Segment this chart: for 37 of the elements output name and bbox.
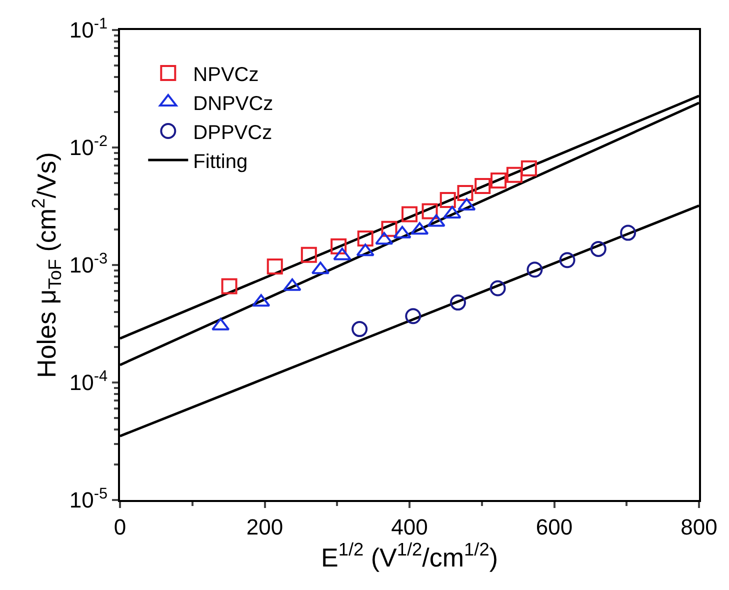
- point: [357, 230, 374, 247]
- x-tick-label: 0: [114, 514, 126, 540]
- point: [559, 252, 576, 268]
- y-tick-label: 10$^{-4}$: [69, 368, 108, 396]
- point: [381, 220, 398, 237]
- point: [221, 278, 238, 294]
- point: [520, 160, 537, 176]
- legend-label: NPVCz: [193, 64, 259, 86]
- x-tick-label: 200: [246, 514, 284, 540]
- legend-label: Fitting: [193, 150, 248, 173]
- point: [402, 206, 418, 222]
- point: [526, 262, 543, 278]
- point: [506, 166, 522, 183]
- y-tick-label: 10$^{-1}$: [69, 15, 108, 43]
- point: [330, 238, 347, 254]
- point: [352, 321, 368, 338]
- point: [422, 203, 438, 220]
- x-axis-title: E$^{1/2}$ (V$^{1/2}$/cm$^{1/2}$): [320, 539, 498, 572]
- point: [590, 240, 606, 257]
- point: [300, 246, 317, 263]
- y-tick-label: 10$^{-5}$: [69, 485, 108, 513]
- point: [440, 192, 456, 208]
- x-tick-label: 800: [680, 514, 718, 540]
- x-tick-label: 400: [391, 514, 428, 540]
- point: [450, 294, 466, 311]
- y-tick-label: 10$^{-2}$: [69, 132, 108, 160]
- x-tick-label: 600: [536, 514, 573, 540]
- point: [266, 258, 283, 275]
- point: [620, 224, 636, 241]
- point: [490, 280, 506, 296]
- point: [457, 185, 474, 201]
- y-tick-label: 10$^{-3}$: [69, 250, 108, 278]
- legend-label: DNPVCz: [193, 92, 274, 115]
- point: [490, 172, 507, 188]
- point: [405, 308, 422, 324]
- point: [474, 178, 491, 194]
- legend-label: DPPVCz: [193, 122, 272, 144]
